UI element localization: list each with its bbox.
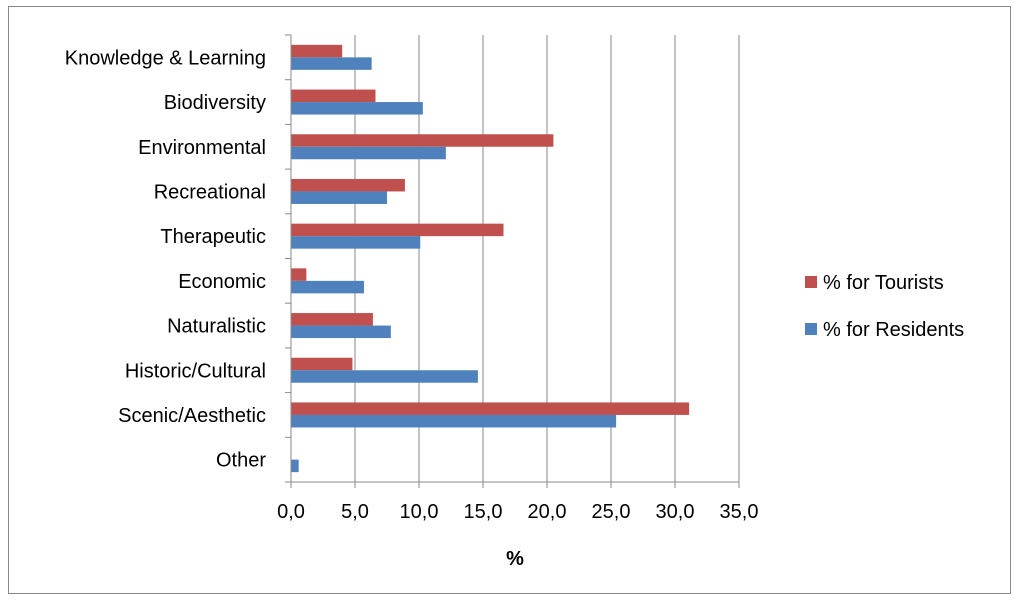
category-label: Recreational (154, 181, 266, 203)
x-axis-title: % (506, 548, 524, 570)
bar-residents (291, 280, 364, 294)
bar-residents (291, 325, 391, 339)
chart-frame (8, 6, 1011, 594)
x-tick-label: 25,0 (592, 501, 631, 523)
bar-residents (291, 459, 299, 473)
category-label: Economic (178, 271, 266, 293)
bar-tourists (291, 178, 405, 192)
bar-tourists (291, 223, 504, 237)
x-tick-label: 0,0 (277, 501, 305, 523)
category-label: Knowledge & Learning (65, 47, 266, 69)
bar-residents (291, 57, 372, 70)
axes (285, 34, 739, 483)
bar-tourists (291, 268, 307, 281)
bar-tourists (291, 357, 353, 371)
bar-residents (291, 146, 446, 160)
category-label: Biodiversity (164, 92, 266, 114)
bar-residents (291, 370, 478, 383)
bar-tourists (291, 134, 554, 147)
legend-label-tourists: % for Tourists (823, 272, 944, 294)
bar-residents (291, 191, 387, 204)
category-labels: Knowledge & Learning Biodiversity Environm… (65, 47, 267, 471)
category-label: Therapeutic (160, 226, 266, 248)
x-tick-labels: 0,0 5,0 10,0 15,0 20,0 25,0 30,0 35,0 (277, 501, 758, 523)
bar-residents (291, 236, 421, 249)
legend-swatch-residents (805, 323, 817, 335)
bar-residents (291, 102, 423, 115)
category-label: Environmental (138, 137, 266, 159)
x-tick-label: 20,0 (528, 501, 567, 523)
category-label: Naturalistic (167, 316, 266, 338)
x-tick-label: 10,0 (400, 501, 439, 523)
bars (291, 44, 690, 473)
legend: % for Tourists % for Residents (805, 272, 964, 341)
x-tick-label: 5,0 (341, 501, 369, 523)
x-tick-label: 35,0 (720, 501, 759, 523)
category-label: Historic/Cultural (125, 360, 266, 382)
legend-swatch-tourists (805, 276, 817, 288)
bar-tourists (291, 313, 373, 326)
bar-tourists (291, 44, 343, 58)
x-tick-label: 30,0 (656, 501, 695, 523)
bar-tourists (291, 402, 690, 415)
category-label: Scenic/Aesthetic (118, 405, 266, 427)
legend-label-residents: % for Residents (823, 319, 964, 341)
x-tick-label: 15,0 (464, 501, 503, 523)
bar-tourists (291, 89, 376, 103)
bar-residents (291, 414, 617, 428)
category-label: Other (216, 450, 266, 472)
